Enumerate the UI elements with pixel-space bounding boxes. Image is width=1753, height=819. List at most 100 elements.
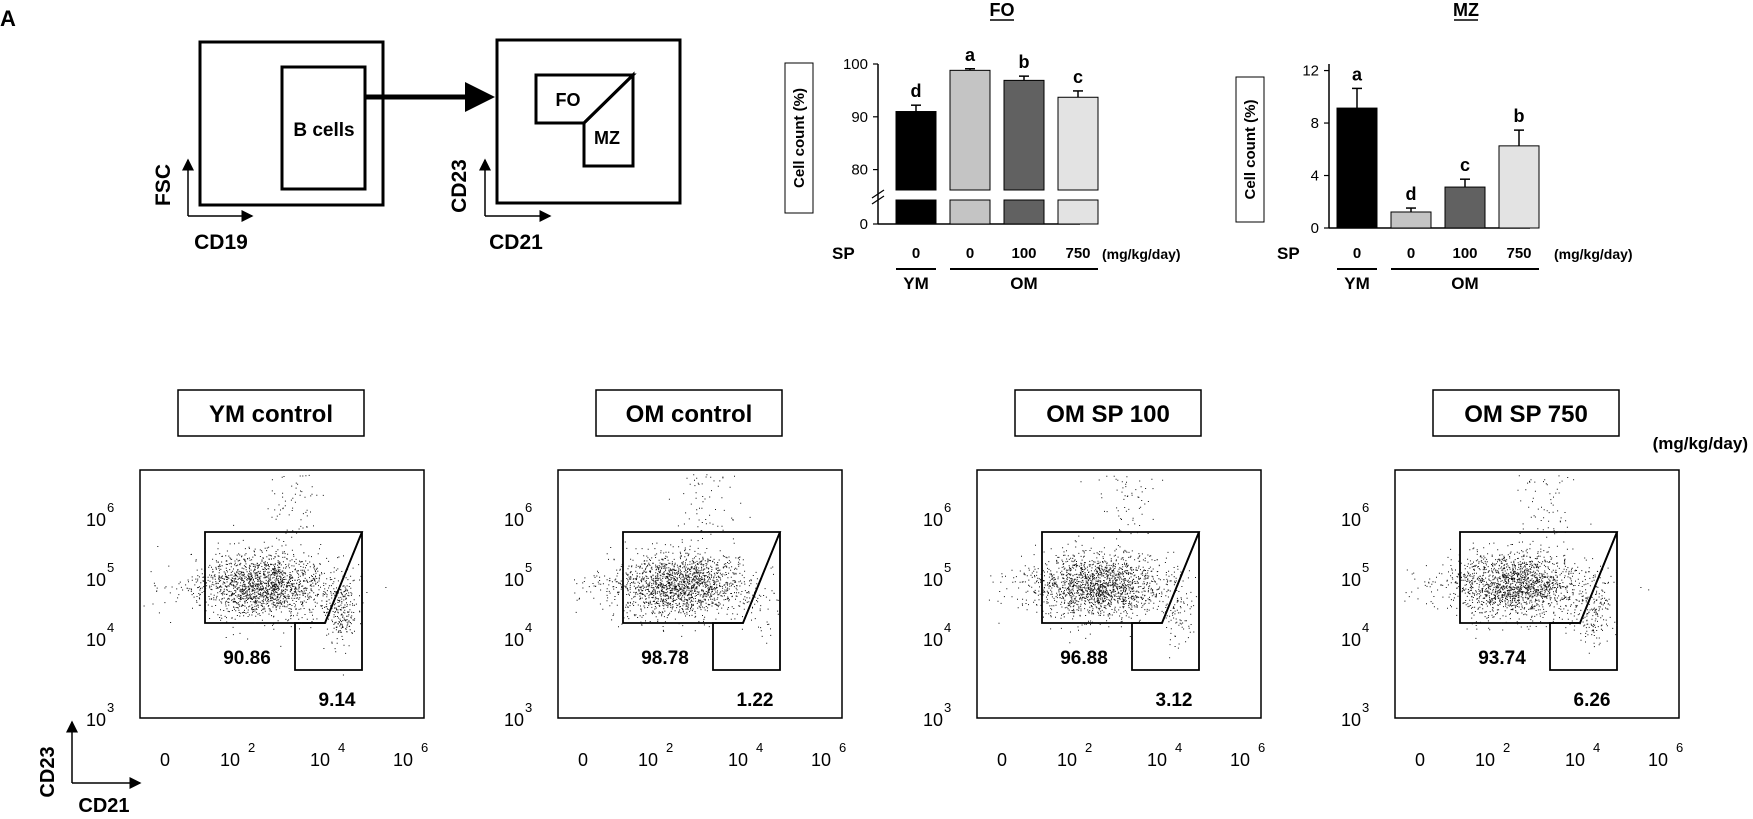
event-dots (574, 474, 779, 644)
y-tick-label: 80 (851, 162, 868, 179)
ylabel: Cell count (%) (791, 88, 808, 188)
panel-title-box (177, 389, 365, 437)
x-prefix-label: SP (832, 244, 855, 263)
x-tick-exponent: 4 (1593, 740, 1600, 755)
event-dots (143, 474, 387, 676)
mz-percentage: 6.26 (1574, 690, 1611, 711)
bar (1498, 145, 1540, 229)
y-tick-exponent: 3 (944, 700, 951, 715)
x-tick-label: 750 (1506, 245, 1531, 262)
bar (1057, 96, 1099, 191)
x-unit-label: (mg/kg/day) (1102, 246, 1181, 262)
x-tick-label: 0 (912, 245, 920, 262)
panel-label: A (0, 6, 16, 31)
bar (1444, 186, 1486, 229)
panel-title: OM SP 750 (1464, 401, 1588, 428)
event-dots-path (988, 475, 1197, 659)
x-tick-label: 10 (220, 750, 240, 770)
significance-letter: c (1073, 67, 1083, 87)
plot-frame (976, 469, 1262, 719)
schematic-right-frame (495, 38, 682, 205)
mz-gate (294, 531, 363, 671)
panel-title: OM SP 100 (1046, 401, 1170, 428)
x-tick-exponent: 4 (1175, 740, 1182, 755)
panel-title: YM control (209, 401, 333, 428)
cd23-label: CD23 (37, 746, 59, 797)
fo-gate-label: FO (556, 90, 581, 110)
ylabel-box (784, 62, 814, 214)
significance-letter: a (1352, 64, 1363, 84)
y-tick-exponent: 4 (525, 620, 532, 635)
y-tick-label: 10 (1341, 630, 1361, 650)
significance-letter: b (1514, 106, 1525, 126)
significance-letter: b (1019, 52, 1030, 72)
y-tick-label: 10 (1341, 510, 1361, 530)
y-tick-exponent: 5 (525, 560, 532, 575)
x-tick-label: 0 (578, 750, 588, 770)
b-cells-label: B cells (293, 120, 354, 141)
y-tick-label: 10 (923, 630, 943, 650)
y-tick-exponent: 4 (1362, 620, 1369, 635)
x-tick-exponent: 4 (338, 740, 345, 755)
b-cells-gate (280, 65, 367, 191)
x-tick-label: 10 (1648, 750, 1668, 770)
x-tick-label: 0 (1415, 750, 1425, 770)
panel-title-box (595, 389, 783, 437)
mz-percentage: 1.22 (737, 690, 774, 711)
significance-letter: d (1406, 184, 1417, 204)
panel-title: OM control (626, 401, 753, 428)
chart-title: FO (990, 0, 1015, 20)
x-tick-label: 0 (160, 750, 170, 770)
y-tick-label: 10 (504, 570, 524, 590)
fo-percentage: 93.74 (1478, 648, 1526, 669)
significance-letter: c (1460, 155, 1470, 175)
x-tick-exponent: 6 (1258, 740, 1265, 755)
x-tick-exponent: 4 (756, 740, 763, 755)
y-tick-label: 12 (1302, 63, 1319, 80)
bar (895, 111, 937, 191)
event-dots-path (143, 474, 387, 676)
schematic-right: FO MZ CD23 CD21 (448, 38, 682, 254)
mz-percentage: 3.12 (1156, 690, 1193, 711)
bar (1336, 107, 1378, 229)
x-tick-label: 10 (1147, 750, 1167, 770)
group-label: YM (1344, 274, 1370, 293)
mz-gate (712, 531, 781, 671)
mz-gate (1549, 531, 1618, 671)
bar (1003, 79, 1045, 191)
x-tick-exponent: 6 (421, 740, 428, 755)
x-tick-label: 0 (997, 750, 1007, 770)
y-tick-exponent: 4 (107, 620, 114, 635)
x-tick-label: 0 (966, 245, 974, 262)
y-tick-label: 8 (1311, 115, 1319, 132)
axis-break-mark (871, 195, 885, 205)
panel-title-box (1014, 389, 1202, 437)
y-tick-label: 10 (86, 630, 106, 650)
bar-base (1057, 199, 1099, 225)
group-label: OM (1010, 274, 1037, 293)
y-tick-label: 10 (86, 510, 106, 530)
x-tick-exponent: 6 (1676, 740, 1683, 755)
bar (949, 69, 991, 191)
schematic-left-frame (198, 40, 385, 207)
y-tick-exponent: 6 (107, 500, 114, 515)
y-tick-exponent: 4 (944, 620, 951, 635)
mz-gate (582, 71, 635, 168)
x-tick-label: 0 (1353, 245, 1361, 262)
y-tick-label: 10 (504, 510, 524, 530)
x-tick-label: 10 (1475, 750, 1495, 770)
x-tick-exponent: 2 (666, 740, 673, 755)
y-tick-exponent: 5 (944, 560, 951, 575)
bar-base (1003, 199, 1045, 225)
x-tick-exponent: 2 (1085, 740, 1092, 755)
axis-break-mark (871, 189, 885, 199)
event-dots-path (574, 474, 779, 644)
fo-gate (534, 73, 637, 125)
schematic-left: B cells FSC CD19 (152, 40, 385, 254)
x-tick-label: 100 (1011, 245, 1036, 262)
